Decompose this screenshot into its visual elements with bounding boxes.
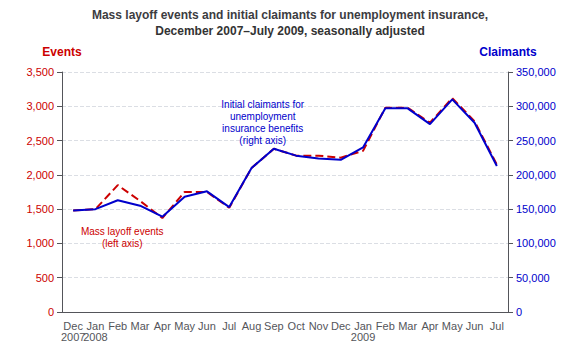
- svg-text:150,000: 150,000: [516, 203, 556, 215]
- svg-text:December 2007–July 2009, seaso: December 2007–July 2009, seasonally adju…: [155, 24, 425, 38]
- svg-text:Jun: Jun: [198, 320, 216, 332]
- svg-text:1,000: 1,000: [26, 237, 54, 249]
- svg-text:3,000: 3,000: [26, 100, 54, 112]
- svg-text:Apr: Apr: [421, 320, 438, 332]
- svg-text:Dec: Dec: [331, 320, 351, 332]
- svg-text:300,000: 300,000: [516, 100, 556, 112]
- svg-text:0: 0: [516, 306, 522, 318]
- svg-text:Mass layoff events: Mass layoff events: [81, 226, 164, 237]
- svg-text:Mass layoff events and initial: Mass layoff events and initial claimants…: [92, 8, 488, 22]
- svg-text:Apr: Apr: [154, 320, 171, 332]
- svg-text:Jan: Jan: [354, 319, 372, 332]
- svg-text:Events: Events: [42, 45, 82, 59]
- svg-text:Aug: Aug: [242, 320, 262, 332]
- svg-text:Jan: Jan: [86, 319, 105, 332]
- svg-text:Feb: Feb: [108, 320, 127, 332]
- svg-text:250,000: 250,000: [516, 135, 556, 147]
- svg-text:Feb: Feb: [376, 320, 395, 332]
- svg-text:(left axis): (left axis): [102, 238, 143, 249]
- svg-text:2007: 2007: [61, 331, 85, 343]
- svg-text:Jul: Jul: [222, 320, 236, 332]
- svg-text:350,000: 350,000: [516, 66, 556, 78]
- svg-text:100,000: 100,000: [516, 237, 556, 249]
- svg-text:(right axis): (right axis): [239, 135, 286, 146]
- svg-text:500: 500: [36, 272, 54, 284]
- svg-text:unemployment: unemployment: [230, 111, 296, 122]
- svg-text:1,500: 1,500: [26, 203, 54, 215]
- svg-text:50,000: 50,000: [516, 272, 550, 284]
- svg-text:Initial claimants for: Initial claimants for: [221, 99, 304, 110]
- svg-text:Dec: Dec: [63, 319, 83, 332]
- svg-text:2,500: 2,500: [26, 135, 54, 147]
- svg-text:Mar: Mar: [398, 320, 417, 332]
- svg-text:Jun: Jun: [466, 320, 484, 332]
- svg-text:0: 0: [48, 306, 54, 318]
- svg-text:2009: 2009: [351, 331, 375, 343]
- svg-text:Nov: Nov: [309, 320, 329, 332]
- svg-text:Oct: Oct: [288, 320, 305, 332]
- svg-text:200,000: 200,000: [516, 169, 556, 181]
- svg-text:Jul: Jul: [490, 320, 504, 332]
- svg-text:Claimants: Claimants: [479, 45, 537, 59]
- svg-text:2,000: 2,000: [26, 169, 54, 181]
- svg-text:May: May: [174, 320, 195, 332]
- svg-text:3,500: 3,500: [26, 66, 54, 78]
- svg-text:2008: 2008: [83, 331, 107, 343]
- svg-text:Sep: Sep: [264, 320, 284, 332]
- svg-text:Mar: Mar: [131, 320, 150, 332]
- svg-text:insurance benefits: insurance benefits: [222, 123, 303, 134]
- svg-text:May: May: [442, 320, 463, 332]
